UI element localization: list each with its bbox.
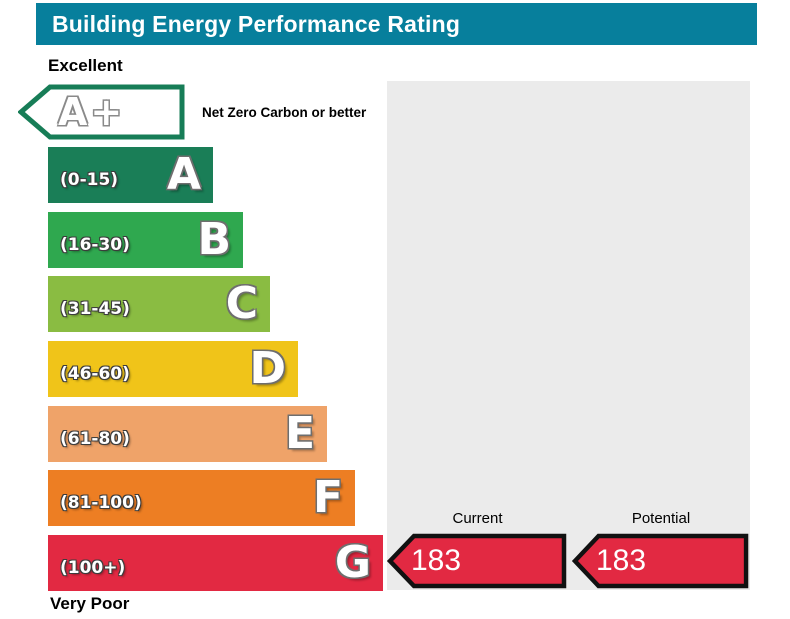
band-f: (81-100) F [48, 470, 355, 526]
a-plus-arrow-shape [18, 84, 185, 140]
band-e-range: (61-80) [60, 428, 130, 449]
band-f-range: (81-100) [60, 492, 142, 513]
band-g: (100+) G [48, 535, 383, 591]
band-a: (0-15) A [48, 147, 213, 203]
current-rating-pointer: 183 [387, 532, 568, 590]
band-a-letter: A [166, 149, 201, 200]
band-d-letter: D [249, 343, 286, 394]
potential-column-label: Potential [631, 510, 691, 527]
scale-label-excellent: Excellent [48, 56, 123, 75]
band-b-range: (16-30) [60, 234, 130, 255]
band-f-letter: F [312, 472, 343, 523]
band-d-range: (46-60) [60, 363, 130, 384]
scale-label-very-poor: Very Poor [50, 594, 130, 613]
band-e: (61-80) E [48, 406, 327, 462]
current-rating-value: 183 [411, 544, 462, 577]
potential-rating-pointer: 183 [572, 532, 750, 590]
band-a-range: (0-15) [60, 169, 119, 190]
band-c-letter: C [225, 278, 258, 329]
net-zero-note: Net Zero Carbon or better [202, 105, 367, 120]
ratings-panel-background [387, 81, 750, 590]
band-c: (31-45) C [48, 276, 270, 332]
band-c-range: (31-45) [60, 298, 130, 319]
band-e-letter: E [284, 408, 315, 459]
band-d: (46-60) D [48, 341, 298, 397]
band-b-letter: B [197, 214, 231, 265]
band-g-range: (100+) [60, 557, 126, 578]
potential-pointer-arrow-outline [572, 533, 749, 589]
current-pointer-arrow-shape [387, 533, 567, 589]
current-pointer-arrow-outline [387, 533, 567, 589]
band-a-plus: A+ [18, 84, 185, 140]
band-a-plus-letter: A+ [58, 90, 126, 134]
current-column-label: Current [452, 510, 503, 527]
chart-header: Building Energy Performance Rating [36, 3, 757, 45]
band-b: (16-30) B [48, 212, 243, 268]
potential-pointer-arrow-shape [572, 533, 749, 589]
chart-title: Building Energy Performance Rating [52, 10, 461, 37]
a-plus-arrow-outline [18, 84, 185, 140]
potential-rating-value: 183 [596, 544, 647, 577]
band-g-letter: G [334, 537, 371, 588]
